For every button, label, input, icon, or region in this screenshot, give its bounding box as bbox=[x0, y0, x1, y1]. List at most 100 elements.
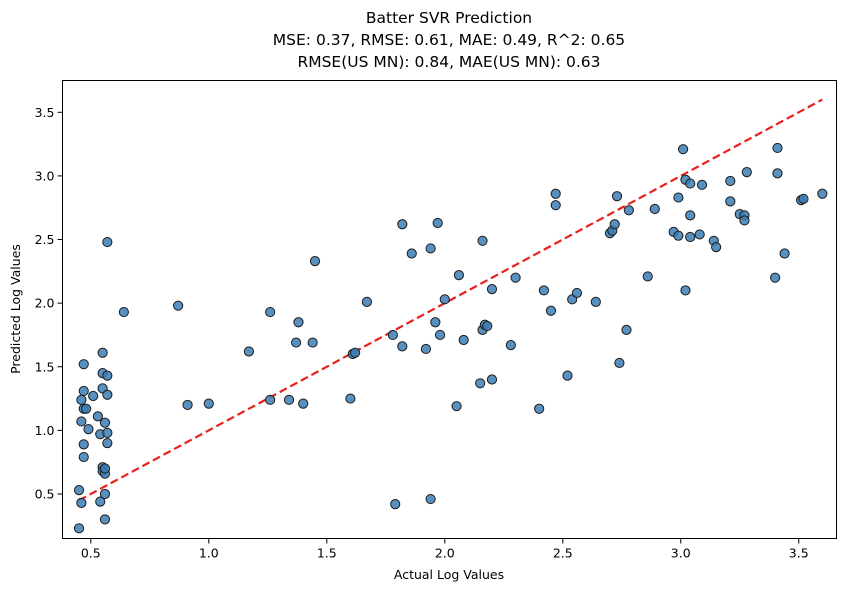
chart-title-line-1: Batter SVR Prediction bbox=[366, 9, 532, 27]
data-point bbox=[678, 144, 689, 155]
data-point bbox=[451, 401, 462, 412]
data-point bbox=[397, 341, 408, 352]
data-point bbox=[477, 235, 488, 246]
data-point bbox=[283, 394, 295, 405]
data-point bbox=[458, 334, 469, 346]
data-point bbox=[571, 287, 583, 299]
scatter-points bbox=[73, 142, 828, 534]
data-point bbox=[817, 188, 828, 199]
x-tick-label: 2.0 bbox=[435, 546, 455, 561]
y-tick-label: 3.0 bbox=[35, 168, 55, 183]
data-point bbox=[475, 378, 486, 389]
data-point bbox=[78, 385, 89, 397]
data-point bbox=[673, 192, 684, 203]
data-point bbox=[741, 167, 752, 178]
data-point bbox=[345, 393, 356, 404]
data-point bbox=[711, 242, 722, 253]
data-point bbox=[80, 403, 92, 414]
data-point bbox=[350, 347, 361, 358]
data-point bbox=[78, 451, 89, 463]
data-point bbox=[291, 337, 302, 348]
data-point bbox=[102, 236, 113, 248]
data-point bbox=[76, 497, 87, 508]
x-tick-label: 1.0 bbox=[199, 546, 219, 561]
data-point bbox=[78, 359, 89, 370]
data-point bbox=[623, 205, 634, 216]
data-point bbox=[685, 178, 696, 189]
data-point bbox=[102, 437, 113, 449]
data-point bbox=[361, 296, 373, 307]
data-point bbox=[725, 196, 736, 207]
data-point bbox=[92, 411, 103, 422]
reference-line-layer bbox=[78, 98, 823, 502]
data-point bbox=[614, 357, 625, 369]
data-point bbox=[88, 390, 99, 402]
y-tick-label: 2.5 bbox=[35, 232, 55, 247]
data-point bbox=[453, 270, 465, 281]
y-tick-label: 0.5 bbox=[35, 486, 55, 501]
y-tick-label: 3.5 bbox=[35, 105, 55, 120]
data-point bbox=[725, 175, 736, 187]
data-point bbox=[73, 523, 85, 534]
data-point bbox=[397, 219, 408, 230]
chart-title-line-3: RMSE(US MN): 0.84, MAE(US MN): 0.63 bbox=[297, 53, 600, 71]
data-point bbox=[78, 439, 89, 450]
data-point bbox=[621, 324, 632, 335]
data-point bbox=[550, 200, 561, 211]
data-point bbox=[534, 403, 545, 414]
data-point bbox=[772, 168, 783, 179]
data-point bbox=[309, 256, 321, 267]
x-tick-label: 0.5 bbox=[81, 546, 101, 561]
data-point bbox=[505, 340, 516, 351]
data-point bbox=[685, 210, 696, 221]
x-tick-label: 1.5 bbox=[317, 546, 337, 561]
data-point bbox=[649, 203, 660, 215]
data-point bbox=[118, 306, 129, 318]
data-point bbox=[779, 248, 790, 259]
data-point bbox=[434, 329, 446, 341]
data-point bbox=[298, 398, 309, 409]
data-point bbox=[739, 215, 750, 226]
x-axis-label: Actual Log Values bbox=[394, 567, 504, 582]
y-tick-label: 1.0 bbox=[35, 423, 55, 438]
plot-frame bbox=[62, 80, 837, 539]
data-point bbox=[590, 296, 601, 307]
data-point bbox=[696, 179, 708, 190]
data-point bbox=[182, 399, 193, 411]
y-tick-label: 2.0 bbox=[35, 296, 55, 311]
data-point bbox=[611, 191, 623, 202]
data-point bbox=[685, 231, 696, 243]
data-point bbox=[486, 284, 498, 295]
data-point bbox=[173, 300, 184, 311]
data-point bbox=[307, 337, 318, 348]
x-tick-label: 2.5 bbox=[553, 546, 573, 561]
data-point bbox=[95, 496, 106, 507]
data-point bbox=[538, 285, 549, 296]
data-point bbox=[97, 347, 108, 358]
data-point bbox=[102, 427, 113, 439]
y-axis-label: Predicted Log Values bbox=[8, 244, 23, 374]
data-point bbox=[293, 317, 304, 328]
data-point bbox=[102, 370, 113, 381]
data-point bbox=[772, 142, 783, 154]
reference-line bbox=[78, 98, 823, 502]
data-point bbox=[694, 229, 705, 240]
y-axis-ticks: 0.5 1.0 1.5 2.0 2.5 3.0 3.5 bbox=[35, 105, 63, 501]
data-point bbox=[439, 294, 450, 305]
data-point bbox=[76, 416, 87, 427]
data-point bbox=[99, 514, 111, 525]
data-point bbox=[99, 488, 111, 500]
data-point bbox=[482, 320, 493, 332]
data-point bbox=[265, 394, 276, 405]
y-tick-label: 1.5 bbox=[35, 359, 55, 374]
data-point bbox=[425, 243, 436, 254]
x-tick-label: 3.5 bbox=[789, 546, 809, 561]
data-point bbox=[680, 285, 691, 296]
data-point bbox=[770, 272, 781, 283]
data-point bbox=[550, 188, 561, 199]
data-point bbox=[420, 343, 432, 355]
x-axis-ticks: 0.5 1.0 1.5 2.0 2.5 3.0 3.5 bbox=[81, 538, 809, 561]
data-point bbox=[425, 493, 436, 505]
